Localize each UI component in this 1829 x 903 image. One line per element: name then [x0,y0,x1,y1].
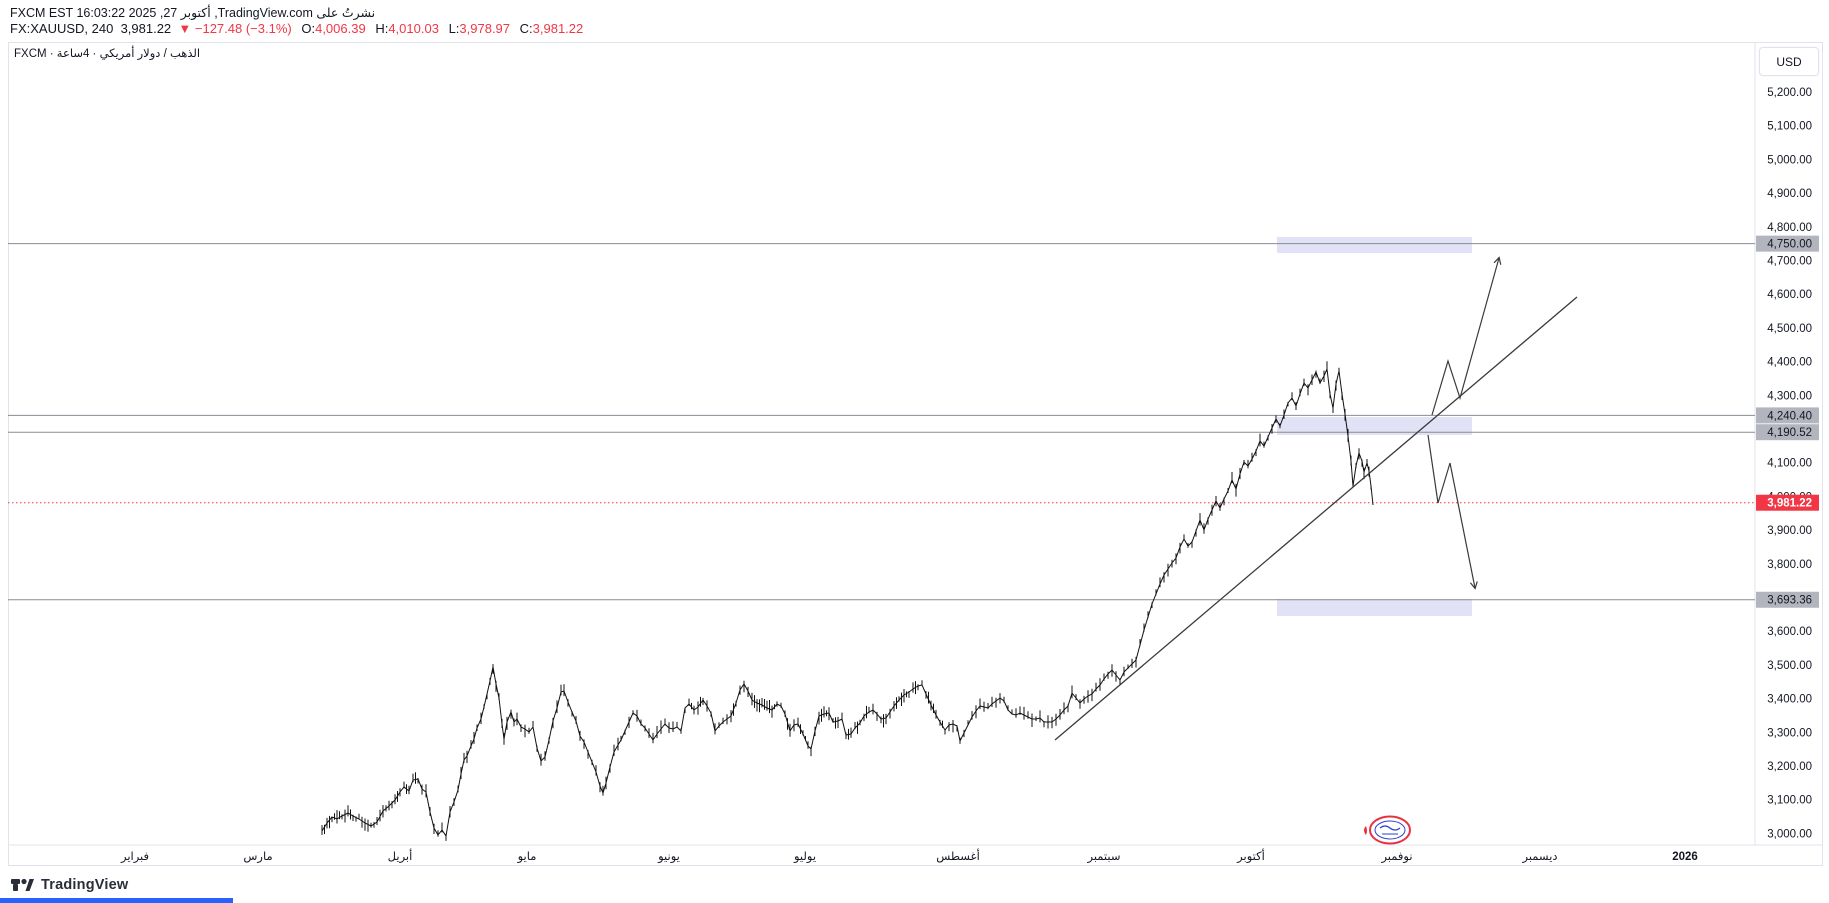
price-level-axis-label: 4,240.40 [1767,410,1812,422]
high-value: 4,010.03 [388,21,439,36]
low-label: L: [448,21,460,36]
bottom-blue-strip [0,898,233,903]
chart-frame [8,42,1823,866]
time-tick-label: مارس [243,851,272,864]
price-level-axis-label: 3,693.36 [1767,595,1812,607]
price-level-axis-label: 4,750.00 [1767,239,1812,251]
price-level-axis-label-bg [1756,591,1819,608]
time-tick-label: يوليو [793,851,816,864]
highlight-band[interactable] [1277,417,1472,435]
time-tick-label: مايو [517,851,537,864]
close-label: C: [519,21,533,36]
price-tick-label: 5,000.00 [1767,154,1812,166]
price-level-axis-label-bg [1756,407,1819,424]
price-tick-label: 4,900.00 [1767,188,1812,200]
highlight-band[interactable] [1277,237,1472,253]
high-label: H: [375,21,389,36]
price-change: ▼ −127.48 (−3.1%) [178,21,292,36]
price-tick-label: 3,900.00 [1767,525,1812,537]
symbol-interval: FX:XAUUSD, 240 [10,21,114,36]
price-tick-label: 3,500.00 [1767,660,1812,672]
time-tick-label: أكتوبر [1236,848,1265,864]
last-price-axis-label: 3,981.22 [1767,498,1812,510]
price-tick-label: 3,800.00 [1767,559,1812,571]
price-tick-label: 3,200.00 [1767,761,1812,773]
candlestick-series[interactable] [321,361,1374,841]
open-label: O: [301,21,316,36]
tradingview-logo[interactable]: TradingView [10,874,128,896]
price-tick-label: 4,700.00 [1767,256,1812,268]
price-tick-label: 4,600.00 [1767,289,1812,301]
time-tick-label: 2026 [1672,851,1698,863]
time-tick-label: سبتمبر [1086,851,1120,864]
close-value: 3,981.22 [532,21,584,36]
stamp-script [1379,825,1401,831]
stamp-watermark [1364,815,1411,845]
price-tick-label: 4,100.00 [1767,458,1812,470]
price-tick-label: 3,600.00 [1767,626,1812,638]
price-tick-label: 4,800.00 [1767,222,1812,234]
tradingview-logo-text: TradingView [41,877,129,893]
highlight-band[interactable] [1277,599,1472,616]
open-value: 4,006.39 [315,21,366,36]
price-tick-label: 3,000.00 [1767,828,1812,840]
price-tick-label: 4,500.00 [1767,323,1812,335]
time-tick-label: أبريل [388,848,413,864]
projection-up-arrow[interactable] [1431,258,1499,416]
tradingview-logo-icon [11,878,34,891]
price-level-axis-label: 4,190.52 [1767,427,1812,439]
price-tick-label: 5,100.00 [1767,121,1812,133]
price-tick-label: 4,400.00 [1767,357,1812,369]
time-tick-label: فبراير [120,851,149,864]
trendline-drawing[interactable] [1054,296,1578,741]
price-chart-plot[interactable]: 5,200.00 5,100.00 5,000.00 4,900.00 4,800.00… [8,42,1824,867]
projection-down-arrow[interactable] [1427,434,1475,588]
chart-legend-symbol[interactable]: FXCM · ةعاس4 · يكيرمأ رالود / بهذلا [14,48,201,60]
price-tick-label: 4,300.00 [1767,390,1812,402]
price-level-axis-label-bg [1756,424,1819,441]
last-price: 3,981.22 [120,21,172,36]
currency-usd-button[interactable]: USD [1759,47,1819,76]
bar-texture [321,361,1372,841]
symbol-ohlc-header: FX:XAUUSD, 240 3,981.22 ▼ −127.48 (−3.1%… [10,21,583,36]
published-on-header: FXCM EST 16:03:22 2025 ,27 ربوتكأ ,Tradi… [10,6,376,20]
price-tick-label: 5,200.00 [1767,87,1812,99]
price-tick-label: 3,400.00 [1767,694,1812,706]
stamp-crescent [1364,826,1367,835]
time-tick-label: يونيو [657,851,680,864]
price-level-axis-label-bg [1756,235,1819,252]
low-value: 3,978.97 [459,21,511,36]
time-tick-label: نوفمبر [1380,851,1412,864]
time-tick-label: أغسطس [936,848,980,864]
price-tick-label: 3,100.00 [1767,795,1812,807]
time-tick-label: ديسمبر [1521,851,1557,864]
stamp-inner-ring [1374,820,1406,840]
price-polyline [321,367,1374,838]
last-price-axis-label-bg [1756,494,1819,511]
price-tick-label: 3,300.00 [1767,727,1812,739]
